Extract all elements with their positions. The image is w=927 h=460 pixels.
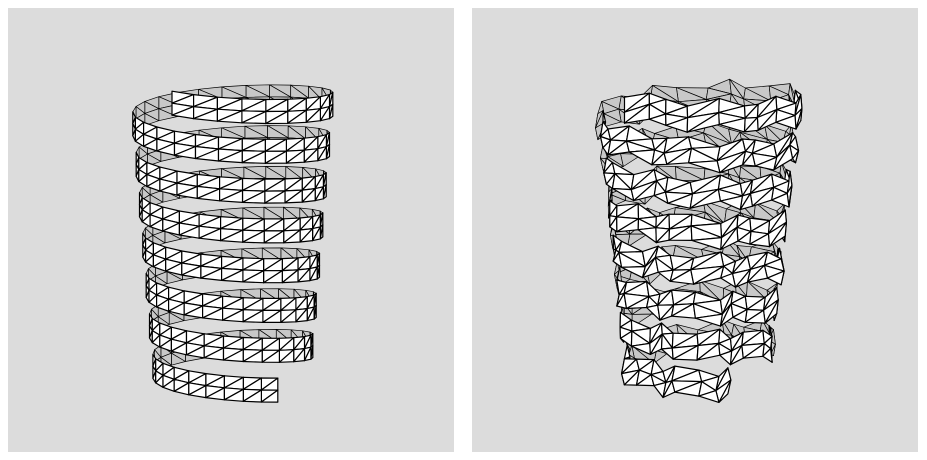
mesh-triangle — [265, 110, 289, 125]
mesh-triangle — [242, 349, 263, 363]
mesh-triangle — [768, 221, 787, 248]
mesh-triangles — [132, 84, 334, 403]
mesh-triangle — [720, 226, 739, 251]
mesh-triangle — [242, 230, 265, 244]
mesh-triangle — [223, 388, 244, 402]
mesh-triangle — [264, 190, 286, 204]
mesh-triangle — [242, 270, 265, 284]
mesh-triangle — [328, 103, 334, 120]
mesh-triangle — [278, 349, 295, 363]
mesh-triangle — [241, 150, 266, 164]
mesh-triangle — [317, 146, 327, 162]
mesh-triangle — [775, 114, 797, 130]
mesh-triangle — [281, 269, 299, 284]
mesh-triangle — [719, 303, 734, 327]
mesh-triangle — [305, 108, 321, 123]
mesh-triangle — [720, 272, 737, 288]
mesh-triangle — [762, 348, 773, 363]
mesh-triangle — [283, 229, 301, 244]
mesh-triangle — [696, 342, 721, 361]
mesh-triangle — [689, 188, 721, 209]
mesh-triangle — [771, 192, 790, 208]
mesh-triangle — [734, 268, 751, 288]
spring-mesh-deformed — [595, 78, 803, 403]
mesh-triangle — [698, 390, 720, 403]
mesh-triangle — [222, 309, 244, 323]
mesh-triangle — [749, 233, 771, 248]
mesh-triangle — [729, 344, 744, 366]
mesh-triangle — [319, 224, 324, 240]
mesh-triangle — [217, 150, 243, 164]
mesh-triangle — [301, 188, 316, 203]
mesh-triangle — [293, 348, 306, 363]
mesh-triangle — [314, 186, 324, 202]
mesh-triangle — [303, 148, 319, 163]
mesh-triangle — [297, 268, 311, 283]
mesh-triangle — [325, 143, 331, 160]
mesh-triangle — [319, 105, 331, 122]
mesh-triangle — [242, 309, 264, 323]
mesh-triangle — [718, 117, 746, 133]
mesh-triangle — [280, 309, 297, 323]
mesh-triangle — [263, 270, 283, 284]
mesh-triangle — [751, 186, 775, 207]
mesh-triangle — [312, 226, 321, 242]
mesh-triangle — [306, 306, 315, 322]
panel-right-spring-mesh — [472, 8, 918, 452]
mesh-triangle — [737, 230, 752, 245]
spring-mesh-regular — [132, 84, 334, 403]
mesh-triangle — [313, 304, 317, 320]
mesh-triangle — [241, 190, 266, 204]
mesh-triangle — [691, 237, 723, 251]
panel-left-spring-mesh — [8, 8, 454, 452]
mesh-triangle — [719, 150, 746, 174]
mesh-triangle — [264, 150, 287, 164]
mesh-triangle — [719, 350, 733, 366]
mesh-triangle — [754, 156, 778, 171]
mesh-triangle — [757, 108, 778, 131]
mesh-triangle — [303, 346, 312, 362]
mesh-triangle — [220, 229, 244, 243]
mesh-triangle — [718, 379, 732, 403]
mesh-triangle — [263, 230, 285, 244]
mesh-triangle — [262, 309, 282, 323]
mesh-triangle — [287, 109, 307, 124]
mesh-triangle — [216, 110, 243, 124]
mesh-triangle — [241, 110, 267, 125]
mesh-triangle — [788, 184, 793, 208]
mesh-triangle — [309, 266, 318, 282]
mesh-triangle — [693, 265, 725, 285]
mesh-triangle — [322, 184, 327, 200]
mesh-triangle — [742, 342, 765, 359]
mesh-triangle — [260, 389, 279, 403]
mesh-triangle — [284, 189, 303, 204]
mesh-triangle — [719, 195, 743, 211]
mesh-triangle — [773, 144, 794, 171]
mesh-triangle — [219, 189, 244, 203]
mesh-triangle — [795, 107, 803, 130]
mesh-triangle — [694, 313, 723, 327]
mesh-triangle — [261, 349, 280, 363]
mesh-triangle — [743, 116, 759, 133]
mesh-triangle — [295, 308, 308, 323]
mesh-triangles — [595, 78, 803, 403]
mesh-triangle — [221, 269, 244, 283]
mesh-triangle — [739, 192, 753, 211]
mesh-triangle — [627, 233, 648, 248]
mesh-triangle — [746, 264, 768, 283]
mesh-triangle — [766, 270, 785, 286]
mesh-triangle — [222, 348, 244, 363]
mesh-triangle — [299, 228, 314, 243]
mesh-triangle — [741, 152, 756, 167]
mesh-triangle — [732, 308, 748, 323]
mesh-triangle — [242, 389, 262, 403]
mesh-triangle — [792, 150, 800, 164]
mesh-triangle — [744, 309, 766, 324]
mesh-triangle — [764, 299, 779, 324]
mesh-triangle — [686, 111, 720, 133]
mesh-triangle — [285, 149, 305, 164]
mesh-triangle — [688, 160, 721, 174]
